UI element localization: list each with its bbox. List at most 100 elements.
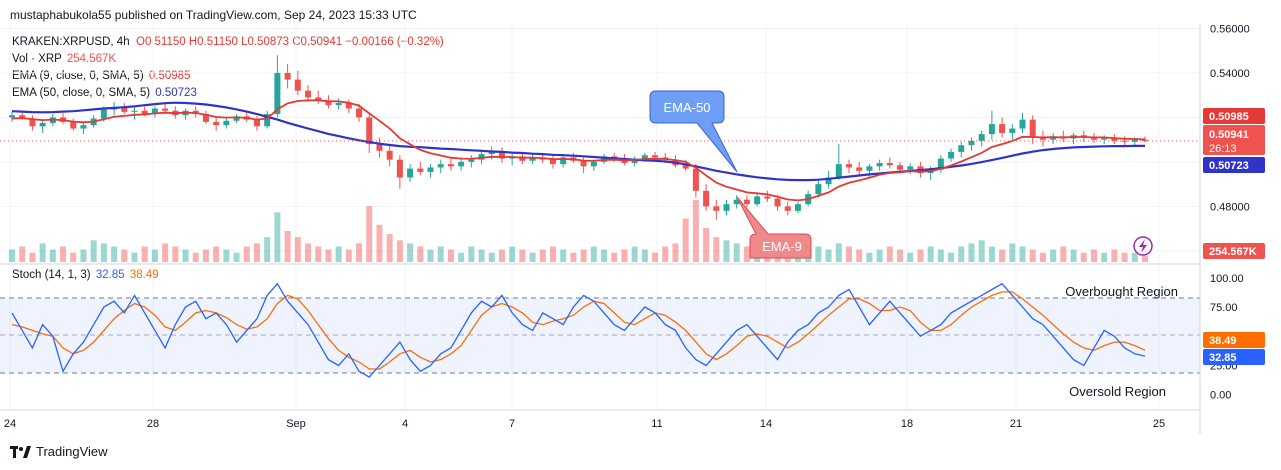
candle-body	[539, 157, 546, 160]
candle-body	[723, 204, 730, 211]
volume-bar	[264, 237, 271, 262]
lightning-icon[interactable]	[1133, 236, 1153, 256]
candle-body	[764, 196, 771, 199]
stoch-k-line	[11, 282, 1146, 378]
candle-body	[1050, 136, 1057, 140]
candle-body	[713, 206, 720, 211]
volume-bar	[131, 252, 138, 262]
candle-body	[427, 167, 434, 172]
candle-body	[611, 156, 618, 159]
volume-bar	[866, 252, 873, 262]
volume-bar	[1090, 249, 1097, 262]
ema9-callout-text: EMA-9	[762, 239, 802, 254]
candle-body	[274, 72, 281, 115]
volume-bar	[243, 246, 250, 262]
candle-body	[131, 110, 138, 112]
candle-body	[1060, 136, 1067, 139]
candle-body	[733, 199, 740, 205]
candle-body	[1039, 137, 1046, 140]
time-tick-label: 18	[901, 418, 913, 430]
legend-ema9-label[interactable]: EMA (9, close, 0, SMA, 5)	[12, 70, 144, 82]
price-tick-label: 0.56000	[1210, 23, 1250, 35]
volume-bar	[1080, 252, 1087, 262]
candle-body	[1101, 137, 1108, 140]
candle-body	[927, 169, 934, 174]
candle-body	[958, 145, 965, 152]
candle-body	[805, 194, 812, 205]
volume-bar	[743, 246, 750, 262]
candle-body	[529, 157, 536, 161]
volume-bar	[937, 249, 944, 262]
candle-body	[111, 107, 118, 110]
price-tick-label: 0.54000	[1210, 68, 1250, 80]
badge-close-text: 0.50941	[1209, 129, 1249, 141]
volume-bar	[182, 249, 189, 262]
volume-bar	[192, 252, 199, 262]
candle-body	[743, 199, 750, 205]
volume-bar	[498, 249, 505, 262]
legend-stoch-label[interactable]: Stoch (14, 1, 3)	[12, 269, 91, 281]
volume-bar	[917, 249, 924, 262]
volume-bar	[70, 252, 77, 262]
volume-bar	[80, 249, 87, 262]
volume-bar	[590, 246, 597, 262]
volume-bar	[1029, 249, 1036, 262]
volume-bar	[713, 237, 720, 262]
volume-bar	[845, 246, 852, 262]
badge-ema50-bg	[1203, 157, 1265, 173]
volume-bar	[662, 246, 669, 262]
candle-body	[1070, 135, 1077, 139]
candle-body	[509, 156, 516, 159]
candle-body	[386, 150, 393, 160]
candle-body	[233, 116, 240, 121]
legend-ohlc: O0.51150 H0.51150 L0.50873 C0.50941 −0.0…	[136, 36, 444, 48]
candle-body	[162, 108, 169, 111]
candle-body	[305, 90, 312, 98]
ema50-callout: EMA-50	[649, 90, 738, 173]
volume-bar	[335, 246, 342, 262]
volume-bar	[90, 240, 97, 262]
candle-body	[468, 159, 475, 162]
candle-body	[49, 117, 56, 123]
badge-volume-bg	[1203, 243, 1265, 259]
badge-close-bg	[1203, 125, 1265, 155]
volume-bar	[1142, 255, 1148, 262]
volume-bar	[345, 249, 352, 262]
badge-volume-text: 254.567K	[1209, 246, 1257, 258]
badge-ema9-text: 0.50985	[1209, 111, 1249, 123]
legend-row-ema50: EMA (50, close, 0, SMA, 5) 0.50723	[12, 87, 197, 99]
volume-bar	[9, 249, 15, 262]
candle-body	[141, 110, 148, 115]
legend-volume-label[interactable]: Vol · XRP	[12, 53, 62, 65]
candle-body	[325, 100, 332, 106]
candle-body	[70, 121, 77, 129]
legend-symbol[interactable]: KRAKEN:XRPUSD, 4h	[12, 36, 130, 48]
candle-body	[488, 151, 495, 155]
volume-bar	[958, 246, 965, 262]
candle-body	[223, 120, 230, 126]
candle-body	[100, 109, 107, 119]
candle-body	[978, 134, 985, 141]
candle-body	[907, 166, 914, 170]
volume-bar	[549, 246, 556, 262]
candle-body	[835, 164, 842, 178]
stoch-d-line	[11, 291, 1146, 370]
candle-body	[182, 110, 189, 116]
volume-bar	[897, 249, 904, 262]
candle-body	[172, 110, 179, 116]
candle-body	[90, 118, 97, 126]
volume-bar	[141, 246, 148, 262]
candle-body	[672, 159, 679, 166]
candle-body	[294, 79, 301, 91]
candle-body	[315, 97, 322, 101]
legend-ema50-label[interactable]: EMA (50, close, 0, SMA, 5)	[12, 87, 151, 99]
candle-body	[396, 159, 403, 178]
volume-bar	[774, 246, 781, 262]
time-tick-label: 21	[1010, 418, 1022, 430]
volume-bar	[570, 252, 577, 262]
candle-body	[937, 158, 944, 170]
candle-body	[192, 110, 199, 115]
footer-brand[interactable]: TradingView	[10, 444, 108, 459]
volume-bar	[29, 252, 36, 262]
candle-body	[988, 124, 995, 135]
